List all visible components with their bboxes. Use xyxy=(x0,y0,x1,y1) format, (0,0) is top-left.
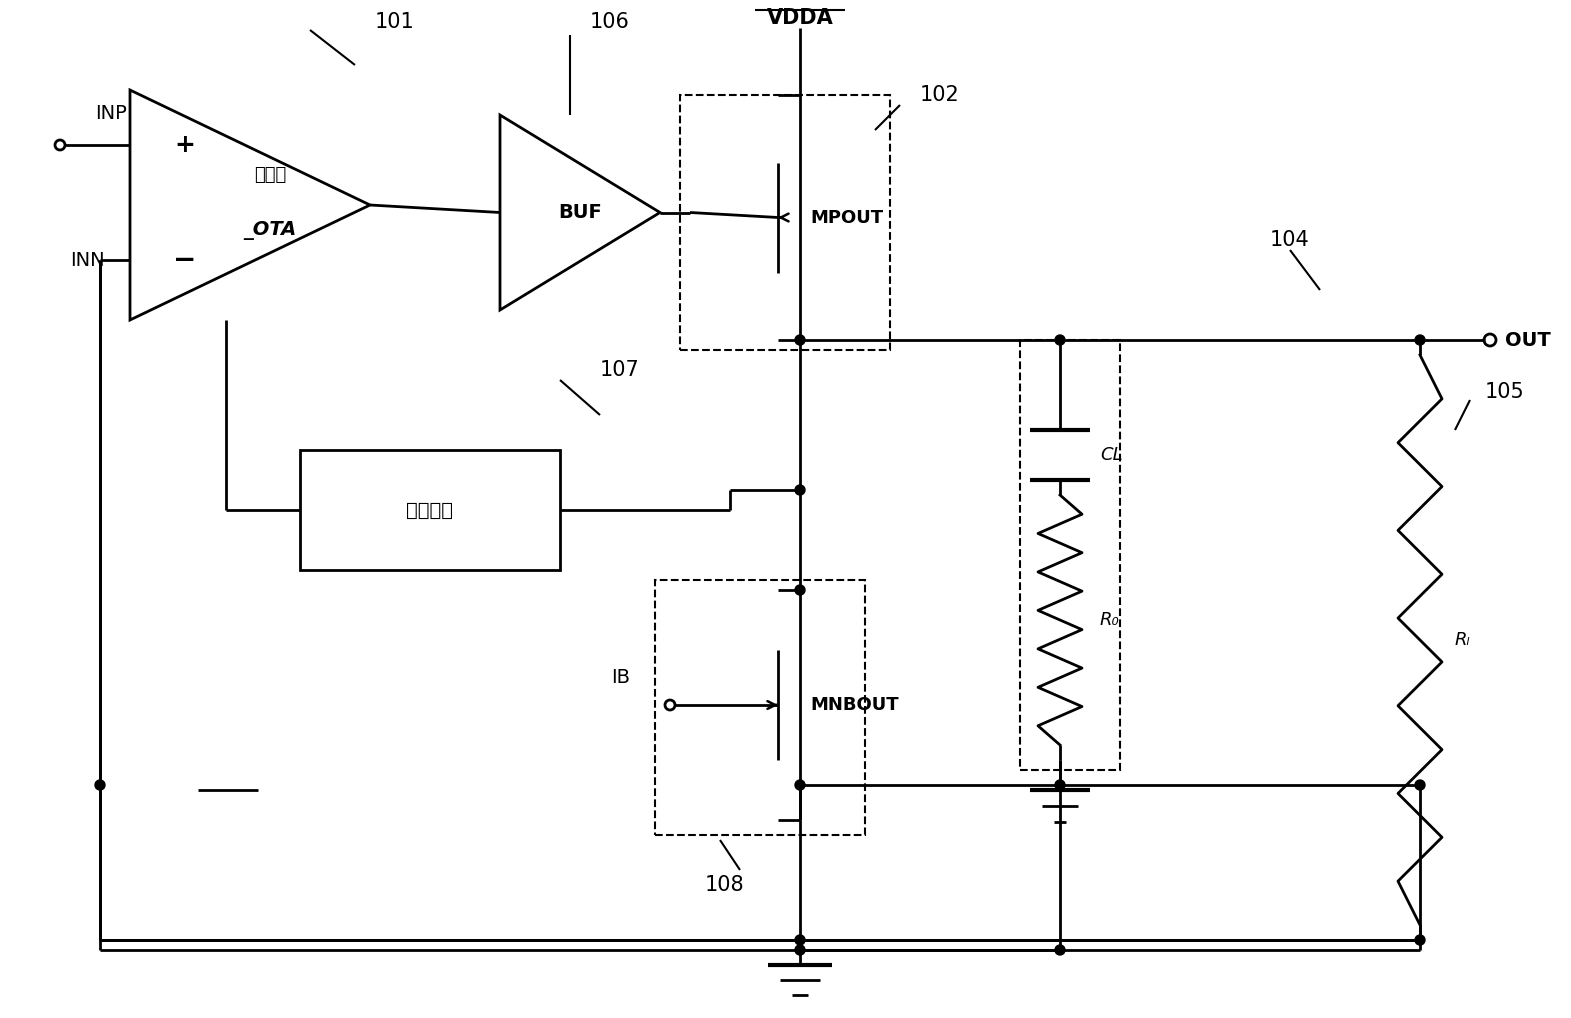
Text: +: + xyxy=(174,133,195,157)
Circle shape xyxy=(795,485,804,495)
Text: Rₗ: Rₗ xyxy=(1455,631,1470,649)
Circle shape xyxy=(1415,335,1425,345)
Text: MNBOUT: MNBOUT xyxy=(811,696,899,714)
Text: 107: 107 xyxy=(600,360,639,380)
Text: BUF: BUF xyxy=(558,203,602,222)
Text: 轨至轨: 轨至轨 xyxy=(255,166,286,184)
Circle shape xyxy=(795,935,804,945)
Circle shape xyxy=(1056,945,1065,955)
Text: 108: 108 xyxy=(705,875,745,895)
Circle shape xyxy=(1415,935,1425,945)
Text: 106: 106 xyxy=(591,12,630,32)
Circle shape xyxy=(1415,780,1425,790)
Text: IB: IB xyxy=(611,668,630,687)
Text: 101: 101 xyxy=(375,12,415,32)
Text: MPOUT: MPOUT xyxy=(811,209,883,226)
Bar xyxy=(680,95,891,350)
Text: 102: 102 xyxy=(921,84,960,105)
Text: VDDA: VDDA xyxy=(767,8,833,29)
Circle shape xyxy=(1056,780,1065,790)
Text: 105: 105 xyxy=(1485,382,1525,402)
Circle shape xyxy=(795,335,804,345)
Circle shape xyxy=(795,945,804,955)
Bar xyxy=(1020,340,1120,770)
Text: INN: INN xyxy=(71,250,105,270)
Text: 补偿电路: 补偿电路 xyxy=(407,501,454,519)
Text: INP: INP xyxy=(94,104,127,123)
Text: 104: 104 xyxy=(1269,230,1310,250)
Text: R₀: R₀ xyxy=(1100,611,1120,629)
Bar xyxy=(300,450,559,570)
Text: _OTA: _OTA xyxy=(244,221,297,239)
Circle shape xyxy=(94,780,105,790)
Circle shape xyxy=(1056,335,1065,345)
Bar xyxy=(655,580,866,835)
Text: CL: CL xyxy=(1100,446,1123,464)
Text: OUT: OUT xyxy=(1505,331,1551,349)
Circle shape xyxy=(795,585,804,595)
Text: −: − xyxy=(173,246,196,274)
Circle shape xyxy=(795,780,804,790)
